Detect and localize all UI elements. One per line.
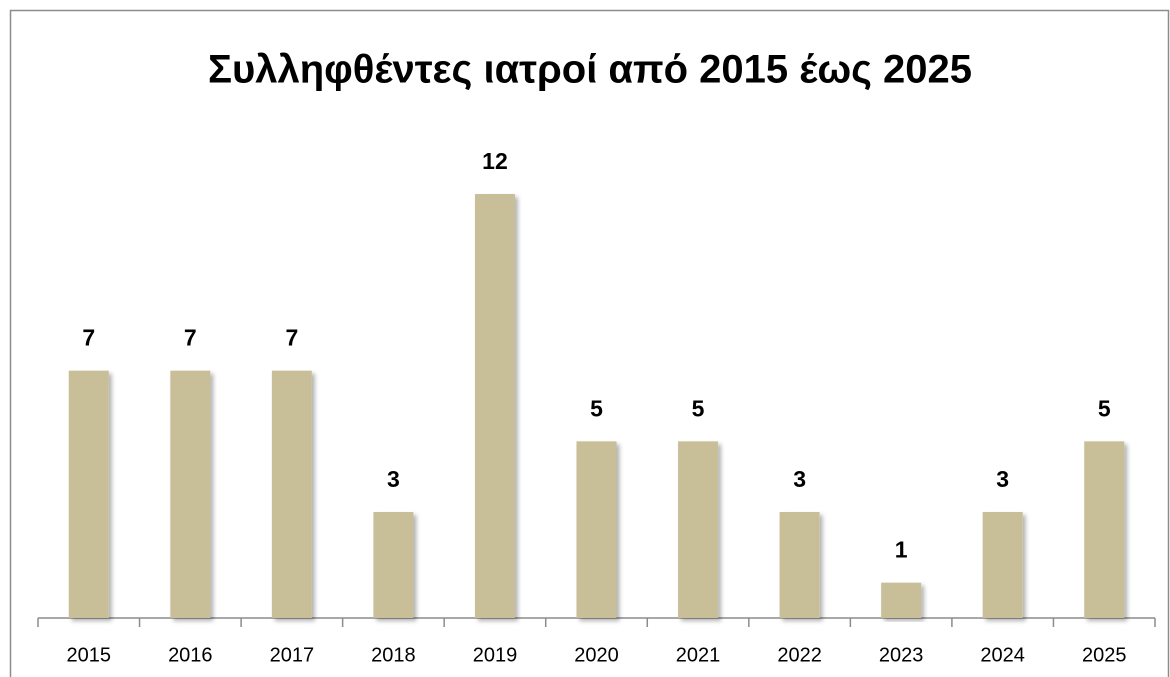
bar (1084, 441, 1125, 618)
x-tick-label: 2019 (473, 644, 518, 666)
x-tick-label: 2025 (1082, 644, 1127, 666)
value-label: 3 (387, 466, 400, 492)
x-tick-label: 2016 (168, 644, 213, 666)
x-tick-label: 2015 (67, 644, 112, 666)
bar (678, 441, 719, 618)
value-label: 7 (184, 325, 197, 351)
bar (982, 512, 1023, 618)
x-tick-label: 2017 (270, 644, 315, 666)
x-tick-label: 2020 (574, 644, 619, 666)
bar (373, 512, 414, 618)
bar (881, 582, 922, 618)
value-label: 7 (285, 325, 298, 351)
x-tick-label: 2021 (676, 644, 721, 666)
bar (779, 512, 820, 618)
x-tick-label: 2023 (879, 644, 924, 666)
value-label: 5 (1098, 395, 1111, 421)
value-label: 3 (996, 466, 1009, 492)
bar (170, 370, 211, 618)
value-label: 12 (482, 148, 508, 174)
x-tick-label: 2024 (980, 644, 1025, 666)
value-label: 3 (793, 466, 806, 492)
x-tick-label: 2022 (777, 644, 822, 666)
bar (271, 370, 312, 618)
value-label: 5 (590, 395, 603, 421)
value-label: 7 (82, 325, 95, 351)
value-label: 5 (692, 395, 705, 421)
x-tick-label: 2018 (371, 644, 416, 666)
value-label: 1 (895, 537, 908, 563)
bar (474, 194, 515, 618)
bar (576, 441, 617, 618)
bar (68, 370, 109, 618)
chart-title: Συλληφθέντες ιατροί από 2015 έως 2025 (208, 48, 972, 92)
